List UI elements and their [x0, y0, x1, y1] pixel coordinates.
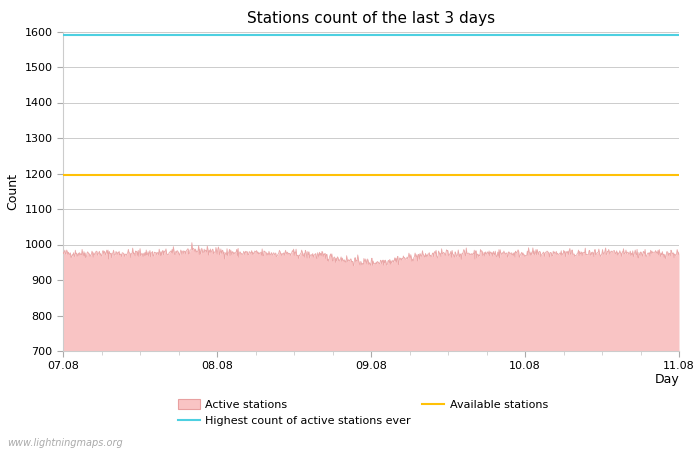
Title: Stations count of the last 3 days: Stations count of the last 3 days: [247, 11, 495, 26]
Text: Day: Day: [654, 374, 679, 387]
Legend: Active stations, Highest count of active stations ever, Available stations: Active stations, Highest count of active…: [174, 395, 553, 430]
Text: www.lightningmaps.org: www.lightningmaps.org: [7, 438, 122, 448]
Y-axis label: Count: Count: [6, 173, 19, 210]
